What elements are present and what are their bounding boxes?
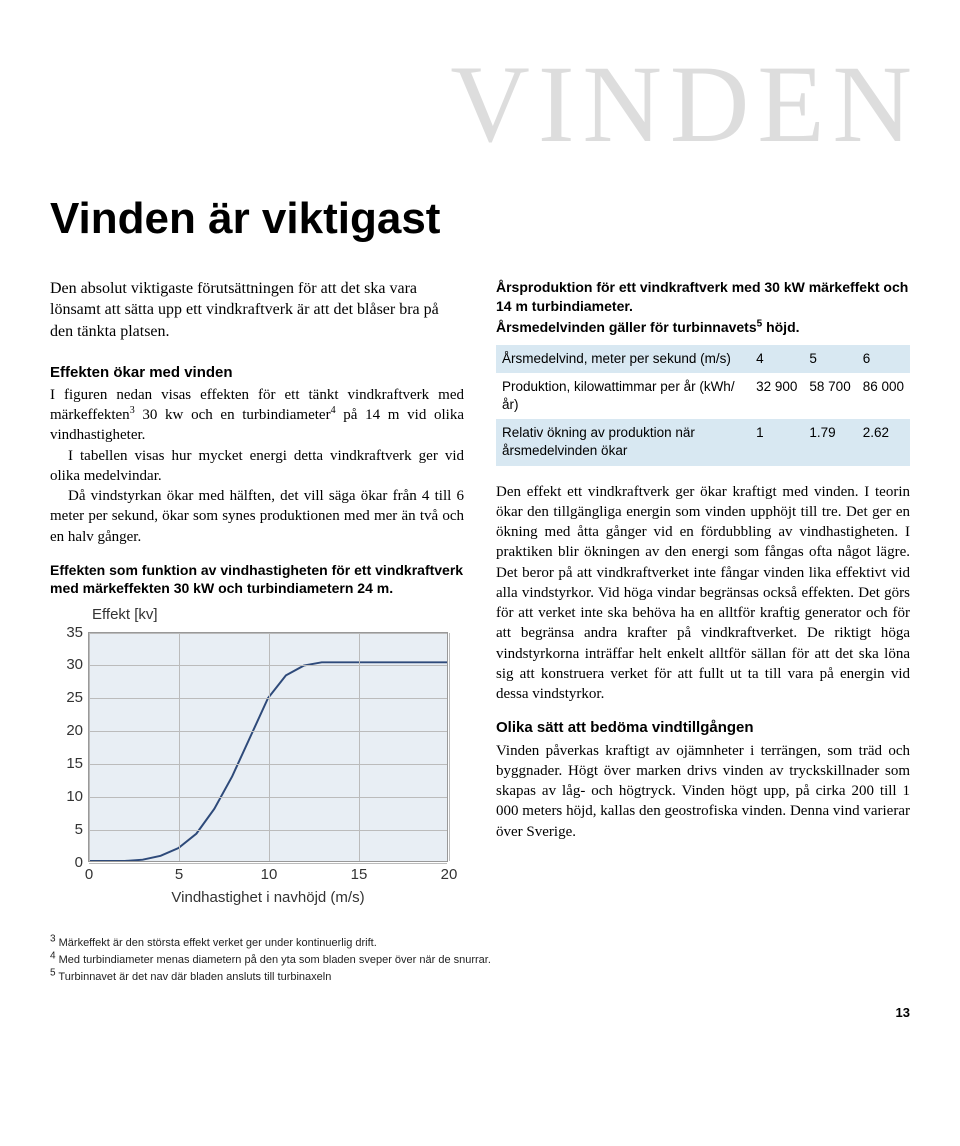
table-row: Årsmedelvind, meter per sekund (m/s) 4 5… — [496, 345, 910, 373]
footnote-text: Märkeffekt är den största effekt verket … — [56, 937, 377, 949]
footnote: 4 Med turbindiameter menas diametern på … — [50, 953, 910, 969]
left-column: Den absolut viktigaste förutsättningen f… — [50, 278, 464, 908]
table-row: Relativ ökning av produktion när årsmede… — [496, 419, 910, 465]
y-axis-title: Effekt [kv] — [92, 605, 464, 625]
footnotes: 3 Märkeffekt är den största effekt verke… — [50, 936, 910, 986]
footnote-text: Med turbindiameter menas diametern på de… — [56, 954, 491, 966]
x-axis-title: Vindhastighet i navhöjd (m/s) — [88, 888, 448, 908]
text: höjd. — [762, 319, 799, 335]
section-heading: Olika sätt att bedöma vindtillgången — [496, 718, 910, 738]
production-table: Årsmedelvind, meter per sekund (m/s) 4 5… — [496, 345, 910, 466]
body-paragraph: I figuren nedan visas effekten för ett t… — [50, 385, 464, 446]
text: Årsmedelvinden gäller för turbinnavets — [496, 319, 757, 335]
page-number: 13 — [50, 1004, 910, 1022]
table-cell: 4 — [750, 345, 803, 373]
intro-paragraph: Den absolut viktigaste förutsättningen f… — [50, 278, 464, 343]
table-cell: Relativ ökning av produktion när årsmede… — [496, 419, 750, 465]
two-column-layout: Den absolut viktigaste förutsättningen f… — [50, 278, 910, 908]
page-title: Vinden är viktigast — [50, 189, 910, 248]
table-cell: 1 — [750, 419, 803, 465]
body-paragraph: Då vindstyrkan ökar med hälften, det vil… — [50, 486, 464, 547]
body-paragraph: Den effekt ett vindkraftverk ger ökar kr… — [496, 482, 910, 705]
table-cell: Produktion, kilowattimmar per år (kWh/år… — [496, 373, 750, 419]
table-cell: 32 900 — [750, 373, 803, 419]
text: 30 kw och en turbindiameter — [135, 407, 331, 423]
table-cell: 1.79 — [803, 419, 856, 465]
table-row: Produktion, kilowattimmar per år (kWh/år… — [496, 373, 910, 419]
chart-line — [89, 662, 447, 861]
table-subcaption: Årsmedelvinden gäller för turbinnavets5 … — [496, 318, 910, 337]
table-cell: 5 — [803, 345, 856, 373]
table-cell: 6 — [857, 345, 910, 373]
table-cell: 58 700 — [803, 373, 856, 419]
body-paragraph: I tabellen visas hur mycket energi detta… — [50, 446, 464, 487]
line-chart: 0510152005101520253035 — [88, 632, 448, 862]
right-column: Årsproduktion för ett vindkraftverk med … — [496, 278, 910, 908]
table-cell: 86 000 — [857, 373, 910, 419]
body-paragraph: Vinden påverkas kraftigt av ojämnheter i… — [496, 741, 910, 842]
footnote: 5 Turbinnavet är det nav där bladen ansl… — [50, 970, 910, 986]
table-cell: 2.62 — [857, 419, 910, 465]
section-heading: Effekten ökar med vinden — [50, 363, 464, 383]
chapter-watermark: VINDEN — [50, 30, 920, 179]
footnote: 3 Märkeffekt är den största effekt verke… — [50, 936, 910, 952]
chart-caption: Effekten som funktion av vindhastigheten… — [50, 561, 464, 597]
table-caption: Årsproduktion för ett vindkraftverk med … — [496, 278, 910, 316]
table-cell: Årsmedelvind, meter per sekund (m/s) — [496, 345, 750, 373]
footnote-text: Turbinnavet är det nav där bladen anslut… — [56, 971, 332, 983]
chart-svg — [89, 633, 447, 861]
